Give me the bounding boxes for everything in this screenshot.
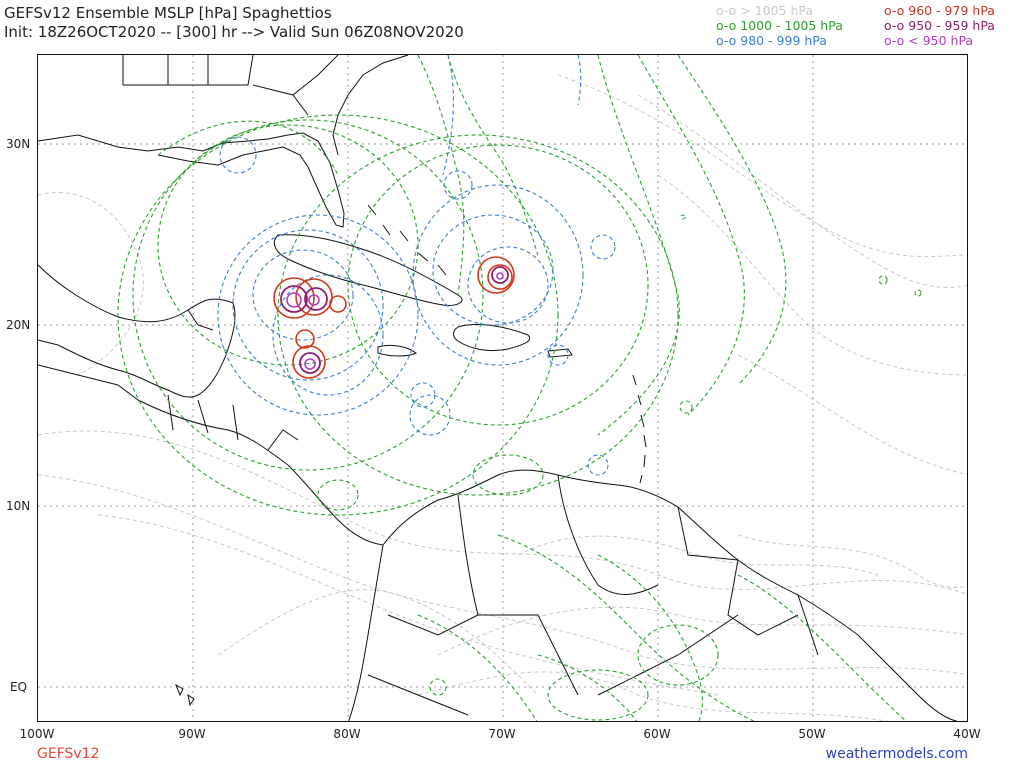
legend-lt950: o-o < 950 hPa (884, 33, 974, 48)
title-line-1: GEFSv12 Ensemble MSLP [hPa] Spaghettios (4, 4, 332, 22)
legend-980-999: o-o 980 - 999 hPa (716, 33, 827, 48)
model-label: GEFSv12 (37, 746, 100, 762)
legend-960-979: o-o 960 - 979 hPa (884, 3, 995, 18)
coastlines (38, 55, 958, 721)
chart-title: GEFSv12 Ensemble MSLP [hPa] Spaghettios … (4, 4, 464, 42)
contours-980-999 (217, 55, 686, 476)
contours-1000-1005 (117, 55, 922, 721)
site-credit: weathermodels.com (825, 746, 968, 762)
map-canvas (38, 55, 967, 721)
y-tick-eq: EQ (10, 680, 28, 694)
x-tick-90w: 90W (178, 727, 206, 741)
y-tick-10n: 10N (6, 499, 31, 513)
legend-column-2: o-o 960 - 979 hPa o-o 950 - 959 hPa o-o … (884, 3, 995, 48)
x-tick-100w: 100W (19, 727, 55, 741)
title-line-2: Init: 18Z26OCT2020 -- [300] hr --> Valid… (4, 23, 464, 41)
x-tick-80w: 80W (333, 727, 361, 741)
x-tick-50w: 50W (798, 727, 826, 741)
contours-lt950 (286, 272, 504, 370)
y-tick-30n: 30N (6, 137, 31, 151)
legend-950-959: o-o 950 - 959 hPa (884, 18, 995, 33)
legend-column-1: o-o > 1005 hPa o-o 1000 - 1005 hPa o-o 9… (716, 3, 843, 48)
contours-960-979 (273, 256, 515, 379)
legend-1000-1005: o-o 1000 - 1005 hPa (716, 18, 843, 33)
grid-lines (38, 55, 967, 721)
x-tick-40w: 40W (953, 727, 981, 741)
legend-gt1005: o-o > 1005 hPa (716, 3, 814, 18)
x-tick-70w: 70W (488, 727, 516, 741)
contours-950-959 (280, 266, 509, 374)
y-tick-20n: 20N (6, 318, 31, 332)
x-tick-60w: 60W (643, 727, 671, 741)
map-panel (37, 54, 968, 722)
